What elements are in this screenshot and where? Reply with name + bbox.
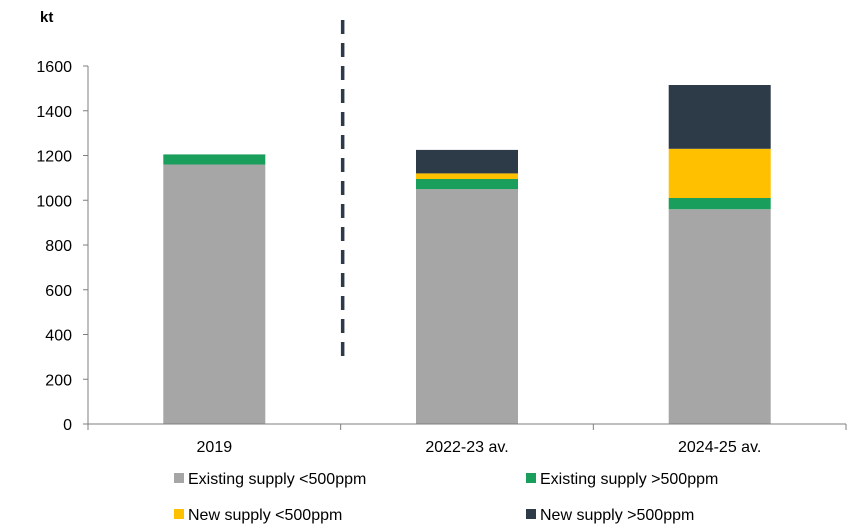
x-tick-label: 2024-25 av. [678,439,761,456]
legend-swatch [174,473,184,483]
y-tick-label: 200 [45,372,72,389]
bar-segment-2-2 [668,148,771,198]
bar-segment-0-1 [163,154,266,165]
bar-segment-1-0 [416,189,518,424]
legend-label: New supply >500ppm [540,507,694,524]
axes-group: 0 200 400 600 800 1000 1200 1400 1600 2019 2022-23… [36,59,847,456]
y-axis-unit-label: kt [40,9,53,26]
y-tick-label: 1400 [36,104,72,121]
y-tick-label: 1000 [36,193,72,210]
bar-segment-2-1 [668,198,771,210]
legend-swatch [526,473,536,483]
legend-item: New supply >500ppm [526,507,694,524]
bar-segment-2-0 [668,209,771,424]
legend-label: New supply <500ppm [188,507,342,524]
legend-label: Existing supply <500ppm [188,471,366,488]
legend: Existing supply <500ppm Existing supply >… [174,471,718,524]
legend-swatch [174,509,184,519]
y-tick-label: 1200 [36,149,72,166]
bar-segment-2-3 [668,85,771,149]
y-tick-label: 0 [63,417,72,434]
x-tick-label: 2022-23 av. [425,439,508,456]
bar-segment-1-1 [416,179,518,190]
y-tick-label: 400 [45,328,72,345]
y-tick-label: 600 [45,283,72,300]
bar-segment-1-2 [416,173,518,179]
y-tick-label: 1600 [36,59,72,76]
legend-label: Existing supply >500ppm [540,471,718,488]
x-tick-label: 2019 [197,439,233,456]
legend-item: New supply <500ppm [174,507,342,524]
bars-group [163,85,771,424]
y-tick-label: 800 [45,238,72,255]
legend-swatch [526,509,536,519]
bar-segment-0-0 [163,164,266,424]
legend-item: Existing supply <500ppm [174,471,366,488]
bar-segment-1-3 [416,149,518,174]
legend-item: Existing supply >500ppm [526,471,718,488]
